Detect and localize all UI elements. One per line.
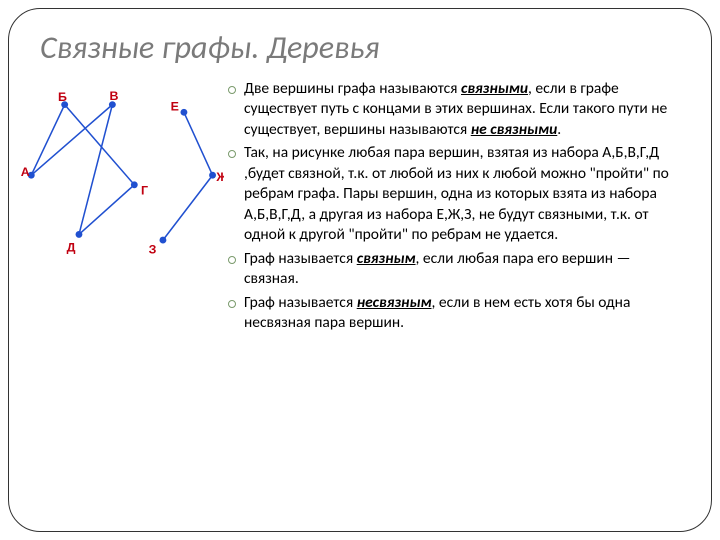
graph-diagram: А Б В Г Д Е Ж З: [16, 85, 224, 275]
bullet-1: Две вершины графа называются связными, е…: [224, 79, 686, 140]
graph-edge: [31, 105, 112, 176]
graph-node: [160, 237, 167, 244]
term-disconnected-vertices: не связными: [471, 120, 558, 139]
bullet-3: Граф называется связным, если любая пара…: [224, 249, 686, 290]
graph-node-label: А: [21, 165, 30, 179]
graph-node-label: Д: [67, 241, 76, 255]
term-connected-graph: связным: [357, 249, 416, 268]
graph-edge: [79, 105, 112, 235]
graph-node: [180, 109, 187, 116]
graph-node-label: Б: [58, 90, 67, 104]
graph-node: [131, 181, 138, 188]
graph-node-label: Г: [141, 183, 148, 197]
bullet-2: Так, на рисунке любая пара вершин, взята…: [224, 143, 686, 245]
graph-node: [209, 172, 216, 179]
slide-title: Связные графы. Деревья: [40, 28, 686, 67]
bullet-list: Две вершины графа называются связными, е…: [224, 79, 686, 336]
term-disconnected-graph: несвязным: [357, 293, 432, 312]
graph-node-label: З: [149, 242, 157, 256]
bullet-4: Граф называется несвязным, если в нем ес…: [224, 293, 686, 334]
graph-node-label: Е: [171, 99, 179, 113]
graph-node-label: Ж: [215, 170, 224, 184]
graph-node-label: В: [110, 89, 119, 103]
term-connected-vertices: связными: [461, 79, 528, 98]
graph-edge: [79, 185, 134, 235]
graph-edge: [184, 112, 213, 175]
graph-node: [76, 231, 83, 238]
graph-edge: [31, 105, 64, 176]
graph-edge: [163, 175, 213, 240]
